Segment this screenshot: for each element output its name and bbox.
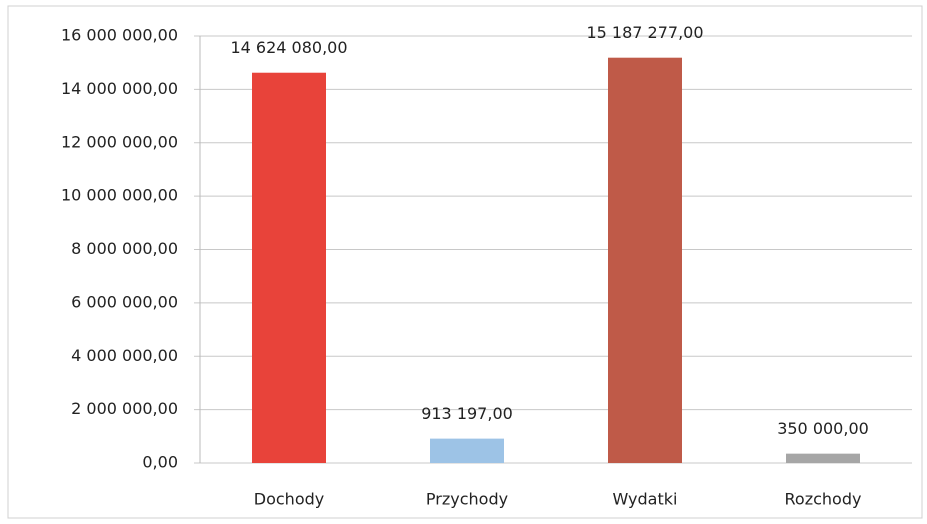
- x-tick-label: Przychody: [426, 490, 508, 509]
- data-label: 913 197,00: [421, 404, 513, 423]
- x-tick-label: Dochody: [254, 490, 324, 509]
- y-tick-label: 12 000 000,00: [61, 132, 178, 151]
- bar: [252, 72, 326, 464]
- y-tick-label: 0,00: [142, 453, 178, 472]
- data-label: 14 624 080,00: [230, 38, 347, 57]
- y-tick-label: 14 000 000,00: [61, 79, 178, 98]
- y-tick-label: 2 000 000,00: [71, 399, 178, 418]
- y-tick-label: 16 000 000,00: [61, 26, 178, 45]
- data-label: 15 187 277,00: [586, 23, 703, 42]
- y-tick-label: 8 000 000,00: [71, 239, 178, 258]
- bar: [430, 438, 504, 463]
- y-tick-label: 6 000 000,00: [71, 292, 178, 311]
- bar: [786, 453, 860, 463]
- data-label: 350 000,00: [777, 419, 869, 438]
- x-tick-label: Wydatki: [613, 490, 678, 509]
- y-tick-label: 10 000 000,00: [61, 186, 178, 205]
- y-tick-label: 4 000 000,00: [71, 346, 178, 365]
- x-tick-label: Rozchody: [785, 490, 862, 509]
- chart-frame: [7, 5, 923, 519]
- bar: [608, 57, 682, 463]
